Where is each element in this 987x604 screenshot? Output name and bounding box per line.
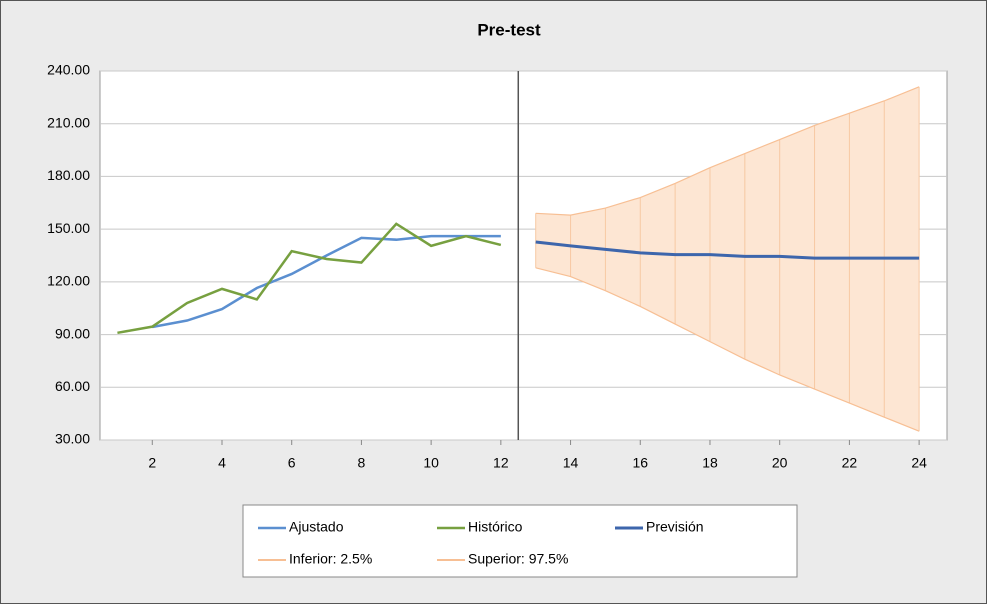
series-line [535,86,920,216]
y-tick-label: 120.00 [47,273,90,289]
x-tick-label: 14 [563,455,579,471]
confidence-band [535,86,920,432]
legend-label: Superior: 97.5% [468,551,568,567]
y-tick-label: 240.00 [47,62,90,78]
series-line [152,234,501,329]
y-tick-label: 210.00 [47,114,90,130]
x-tick-label: 8 [358,455,366,471]
x-tick-label: 16 [632,455,648,471]
x-tick-label: 12 [493,455,509,471]
legend-label: Previsión [646,519,704,535]
series-line [535,240,920,260]
y-tick-label: 150.00 [47,220,90,236]
x-tick-label: 10 [423,455,439,471]
series-line [117,222,502,335]
legend-label: Inferior: 2.5% [289,551,372,567]
legend [242,504,798,578]
x-tick-label: 18 [702,455,718,471]
chart-title: Pre-test [477,20,541,39]
legend-label: Histórico [468,519,523,535]
y-tick-label: 60.00 [55,378,90,394]
x-tick-label: 22 [842,455,858,471]
x-tick-label: 2 [148,455,156,471]
x-tick-label: 4 [218,455,226,471]
y-tick-label: 180.00 [47,167,90,183]
series-line [535,267,920,432]
x-tick-label: 6 [288,455,296,471]
x-tick-label: 24 [911,455,927,471]
y-tick-label: 30.00 [55,431,90,447]
x-tick-label: 20 [772,455,788,471]
y-tick-label: 90.00 [55,325,90,341]
legend-label: Ajustado [289,519,344,535]
